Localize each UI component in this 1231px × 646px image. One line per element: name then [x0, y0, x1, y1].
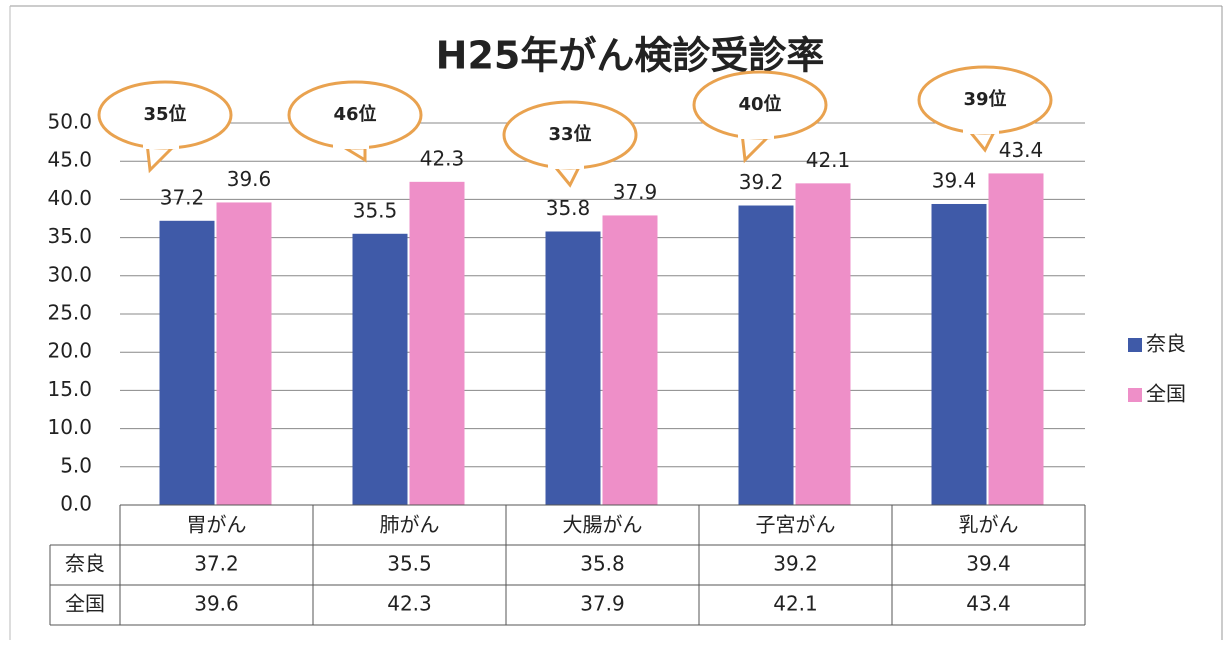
annotation: 35位 — [143, 103, 186, 125]
legend-label: 奈良 — [1146, 332, 1186, 356]
bar — [931, 203, 987, 505]
bar — [545, 231, 601, 505]
y-tick-label: 15.0 — [47, 377, 92, 401]
bar — [352, 233, 408, 505]
table-cell: 37.9 — [580, 592, 625, 616]
bar — [738, 205, 794, 505]
bar — [795, 183, 851, 505]
y-tick-label: 35.0 — [47, 224, 92, 248]
bar — [602, 215, 658, 505]
table-cell: 42.3 — [387, 592, 432, 616]
y-tick-label: 5.0 — [60, 453, 92, 477]
legend-label: 全国 — [1146, 382, 1186, 406]
bar — [409, 181, 465, 505]
bar — [159, 220, 215, 506]
bar — [988, 173, 1044, 505]
data-label: 35.8 — [546, 196, 591, 220]
x-tick-label: 胃がん — [187, 513, 247, 537]
data-label: 42.1 — [806, 148, 851, 172]
table-cell: 42.1 — [773, 592, 818, 616]
data-label: 39.4 — [932, 168, 977, 192]
table-cell: 35.8 — [580, 552, 625, 576]
table-row-label: 奈良 — [65, 552, 105, 576]
annotation: 46位 — [333, 103, 376, 125]
callout — [740, 132, 772, 164]
y-tick-label: 25.0 — [47, 301, 92, 325]
data-label: 37.9 — [613, 180, 658, 204]
legend-swatch — [1128, 338, 1142, 352]
x-tick-label: 大腸がん — [563, 513, 643, 537]
chart-title: H25年がん検診受診率 — [436, 34, 825, 78]
callout — [333, 137, 369, 149]
table-cell: 39.2 — [773, 552, 818, 576]
y-tick-label: 30.0 — [47, 262, 92, 286]
data-label: 37.2 — [160, 185, 205, 209]
callout — [143, 137, 179, 149]
callout — [548, 157, 584, 169]
annotation: 33位 — [548, 123, 591, 145]
table-row-label: 全国 — [65, 592, 105, 616]
y-tick-label: 45.0 — [47, 148, 92, 172]
callout — [145, 142, 177, 174]
table-cell: 39.6 — [194, 592, 239, 616]
callout — [738, 127, 774, 139]
bar — [216, 202, 272, 505]
table-cell: 43.4 — [966, 592, 1011, 616]
y-tick-label: 10.0 — [47, 415, 92, 439]
y-tick-label: 20.0 — [47, 339, 92, 363]
data-label: 35.5 — [353, 198, 398, 222]
annotation: 39位 — [963, 88, 1006, 110]
table-cell: 37.2 — [194, 552, 239, 576]
annotation: 40位 — [738, 93, 781, 115]
x-tick-label: 子宮がん — [756, 513, 836, 537]
callout — [963, 122, 999, 134]
table-cell: 39.4 — [966, 552, 1011, 576]
data-label: 43.4 — [999, 138, 1044, 162]
data-label: 39.2 — [739, 170, 784, 194]
y-tick-label: 40.0 — [47, 186, 92, 210]
legend-swatch — [1128, 388, 1142, 402]
data-label: 42.3 — [420, 146, 465, 170]
data-label: 39.6 — [227, 167, 272, 191]
x-tick-label: 乳がん — [959, 513, 1019, 537]
y-tick-label: 0.0 — [60, 492, 92, 516]
y-tick-label: 50.0 — [47, 110, 92, 134]
x-tick-label: 肺がん — [380, 513, 440, 537]
table-cell: 35.5 — [387, 552, 432, 576]
